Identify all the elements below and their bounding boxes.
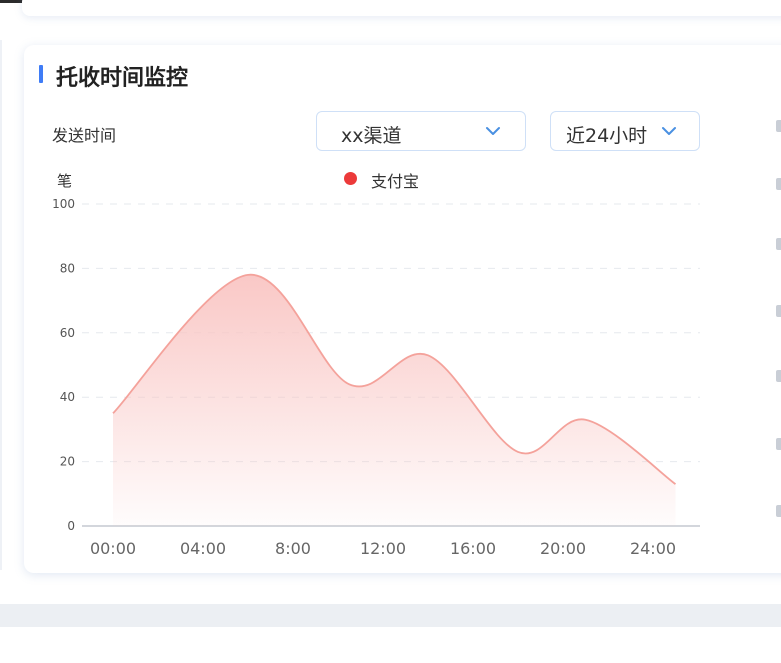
x-tick-label: 00:00	[90, 539, 136, 558]
y-tick-label: 40	[60, 390, 75, 404]
page-bottom-band	[0, 604, 781, 627]
channel-select-value: xx渠道	[341, 125, 402, 147]
y-tick-label: 20	[60, 455, 75, 469]
y-tick-label: 0	[67, 519, 75, 533]
card-title: 托收时间监控	[56, 66, 189, 91]
y-tick-label: 60	[60, 326, 75, 340]
y-axis-unit-label: 笔	[57, 172, 73, 190]
series-area	[113, 274, 676, 526]
channel-select[interactable]: xx渠道	[316, 111, 526, 151]
chevron-down-icon	[662, 127, 676, 135]
title-accent-bar	[39, 65, 43, 83]
previous-card	[22, 0, 781, 16]
legend-marker	[344, 172, 357, 185]
y-tick-label: 80	[60, 261, 75, 275]
x-tick-label: 24:00	[630, 539, 676, 558]
x-tick-label: 8:00	[275, 539, 311, 558]
y-tick-label: 100	[52, 197, 75, 211]
x-tick-label: 12:00	[360, 539, 406, 558]
x-tick-label: 20:00	[540, 539, 586, 558]
left-divider	[0, 40, 2, 570]
x-tick-label: 16:00	[450, 539, 496, 558]
send-time-label: 发送时间	[52, 126, 117, 145]
chevron-down-icon	[486, 127, 500, 135]
time-range-select-value: 近24小时	[566, 125, 648, 147]
series-line	[112, 273, 677, 485]
x-tick-label: 04:00	[180, 539, 226, 558]
clipped-right-panel	[776, 120, 781, 540]
legend-label: 支付宝	[371, 172, 420, 191]
time-range-select[interactable]: 近24小时	[550, 111, 700, 151]
